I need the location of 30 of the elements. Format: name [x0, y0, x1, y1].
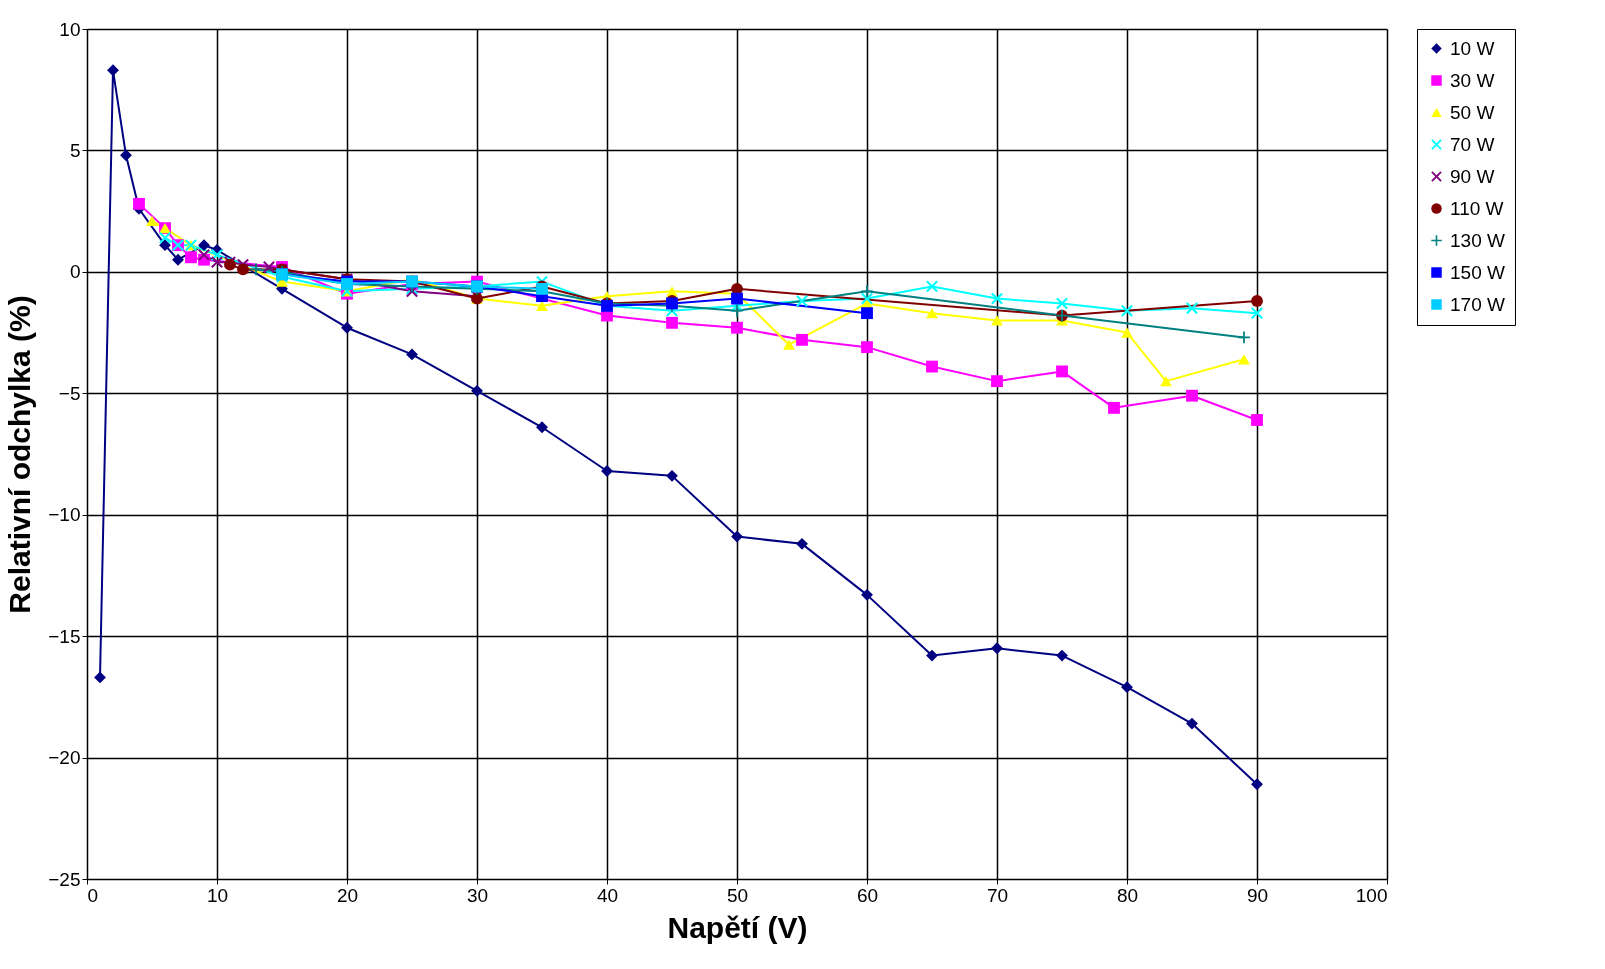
x-axis-title: Napětí (V): [667, 910, 808, 944]
y-axis-title: Relativní odchylka (%): [3, 295, 37, 614]
legend-label: 170 W: [1450, 293, 1505, 315]
y-tick-label: 5: [69, 139, 81, 161]
x-tick-label: 100: [1355, 884, 1388, 906]
legend-label: 110 W: [1450, 197, 1504, 219]
legend-label: 10 W: [1450, 37, 1495, 59]
x-tick-label: 20: [336, 884, 359, 906]
x-tick-label: 10: [206, 884, 229, 906]
y-tick-label: 0: [69, 261, 81, 283]
y-tick-label: −25: [48, 868, 81, 890]
x-tick-label: 0: [87, 884, 99, 906]
legend-label: 70 W: [1450, 133, 1495, 155]
y-tick-label: −20: [48, 747, 81, 769]
x-tick-label: 30: [466, 884, 489, 906]
legend-label: 150 W: [1450, 261, 1505, 283]
y-tick-label: −5: [58, 382, 81, 404]
legend-label: 50 W: [1450, 101, 1495, 123]
x-tick-label: 70: [986, 884, 1009, 906]
x-tick-label: 60: [856, 884, 879, 906]
x-tick-label: 50: [726, 884, 749, 906]
x-tick-label: 40: [596, 884, 619, 906]
y-tick-label: 10: [59, 18, 81, 40]
y-tick-label: −10: [48, 504, 81, 526]
x-tick-label: 90: [1246, 884, 1269, 906]
y-tick-label: −15: [48, 625, 81, 647]
legend-label: 30 W: [1450, 69, 1495, 91]
legend-label: 90 W: [1450, 165, 1495, 187]
legend-label: 130 W: [1450, 229, 1505, 251]
x-tick-label: 80: [1116, 884, 1139, 906]
